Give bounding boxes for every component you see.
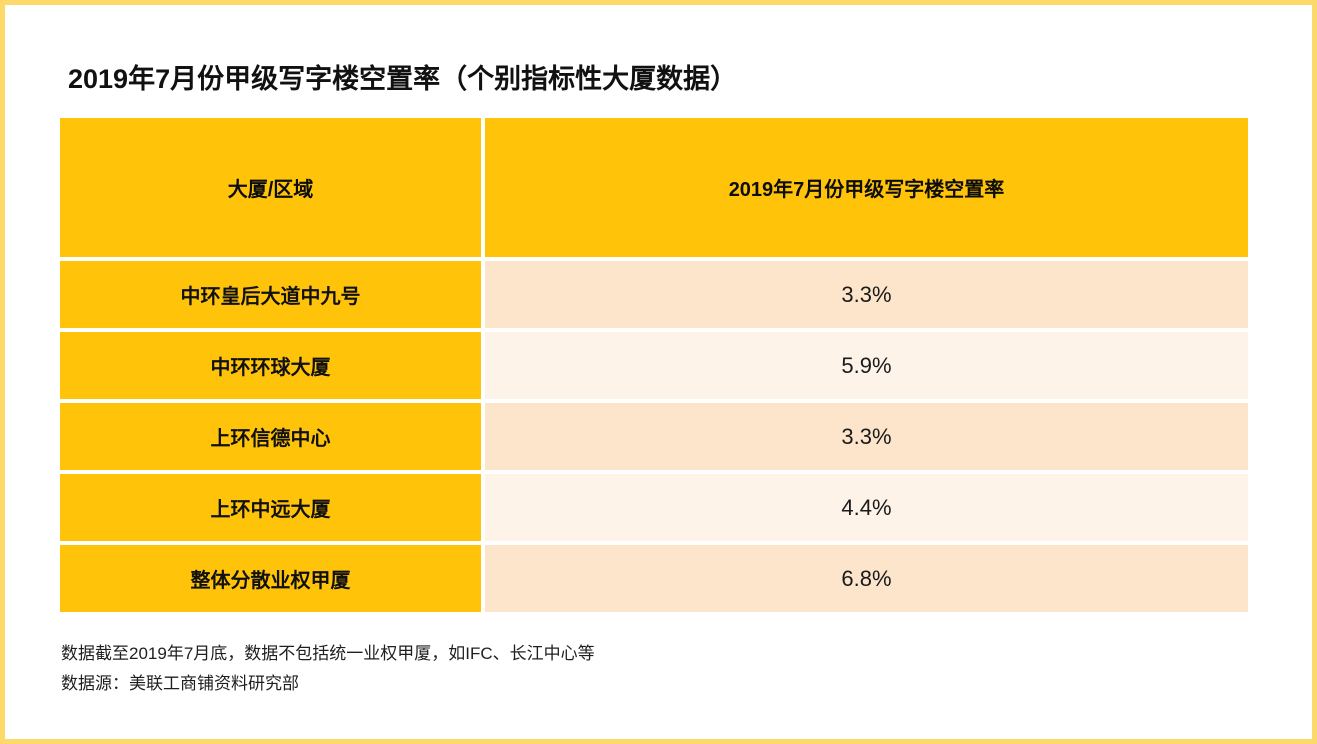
table-header-building-area: 大厦/区域 xyxy=(60,118,481,257)
table-cell-building-name: 整体分散业权甲厦 xyxy=(60,545,481,612)
table-row: 整体分散业权甲厦 6.8% xyxy=(60,545,1248,612)
vacancy-rate-table: 大厦/区域 2019年7月份甲级写字楼空置率 中环皇后大道中九号 3.3% 中环… xyxy=(60,118,1248,612)
page-title: 2019年7月份甲级写字楼空置率（个别指标性大厦数据） xyxy=(68,64,738,94)
table-cell-building-name: 中环皇后大道中九号 xyxy=(60,261,481,328)
table-cell-vacancy-value: 3.3% xyxy=(485,403,1248,470)
table-row: 上环信德中心 3.3% xyxy=(60,403,1248,470)
table-header-row: 大厦/区域 2019年7月份甲级写字楼空置率 xyxy=(60,118,1248,257)
table-cell-vacancy-value: 3.3% xyxy=(485,261,1248,328)
table-row: 上环中远大厦 4.4% xyxy=(60,474,1248,541)
table-cell-building-name: 中环环球大厦 xyxy=(60,332,481,399)
table-cell-building-name: 上环中远大厦 xyxy=(60,474,481,541)
footnote-data-source: 数据源：美联工商铺资料研究部 xyxy=(61,674,299,693)
table-cell-vacancy-value: 6.8% xyxy=(485,545,1248,612)
table-header-vacancy-rate: 2019年7月份甲级写字楼空置率 xyxy=(485,118,1248,257)
table-cell-vacancy-value: 4.4% xyxy=(485,474,1248,541)
footnote-data-scope: 数据截至2019年7月底，数据不包括统一业权甲厦，如IFC、长江中心等 xyxy=(61,644,595,663)
table-row: 中环皇后大道中九号 3.3% xyxy=(60,261,1248,328)
table-cell-vacancy-value: 5.9% xyxy=(485,332,1248,399)
table-row: 中环环球大厦 5.9% xyxy=(60,332,1248,399)
table-cell-building-name: 上环信德中心 xyxy=(60,403,481,470)
footnotes: 数据截至2019年7月底，数据不包括统一业权甲厦，如IFC、长江中心等 数据源：… xyxy=(61,639,595,699)
